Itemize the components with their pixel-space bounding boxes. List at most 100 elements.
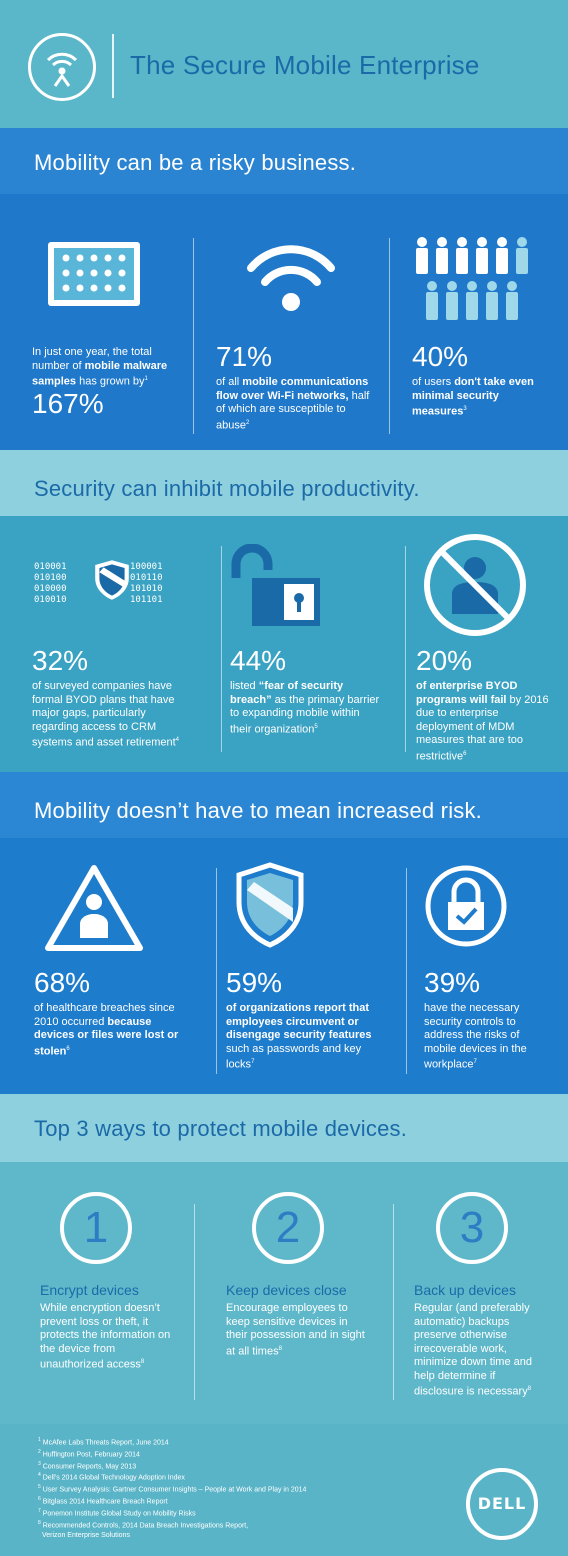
section-reduced-risk: Mobility doesn’t have to mean increased …: [0, 772, 568, 1094]
reference-text: Huffington Post, February 2014: [42, 1451, 140, 1459]
step-text: While encryption doesn’t prevent loss or…: [40, 1302, 180, 1372]
binary-text: 101010: [130, 584, 163, 594]
column-divider: [389, 238, 390, 434]
people-icon: [412, 236, 530, 329]
stat-value: 39%: [424, 967, 481, 998]
stat-text: In just one year, the total number of: [32, 346, 152, 372]
step-title: Back up devices: [414, 1282, 516, 1298]
binary-text: 010110: [130, 573, 163, 583]
binary-text: 010000: [34, 584, 67, 594]
column-divider: [405, 546, 406, 752]
stat-text: has grown by: [76, 375, 145, 388]
wifi-person-icon: [28, 33, 96, 101]
stat-value: 32%: [32, 645, 89, 676]
footnote-ref: 8: [278, 1345, 282, 1352]
reference-text: Recommended Controls, 2014 Data Breach I…: [42, 1522, 249, 1530]
reference-number: 3: [38, 1460, 41, 1467]
step-number-2: 2: [252, 1192, 324, 1264]
stat-text: of users: [412, 376, 455, 388]
stat-value: 20%: [416, 645, 473, 676]
footnote-ref: 8: [140, 1359, 145, 1365]
footnote-ref: 6: [463, 750, 467, 757]
stat-value: 59%: [226, 967, 283, 998]
stat-security-controls: 39% have the necessary security controls…: [424, 968, 554, 1072]
reference-text: Verizon Enterprise Solutions: [42, 1531, 130, 1539]
stat-wifi-traffic: 71% of all mobile communications flow ov…: [216, 342, 376, 433]
stat-value: 167%: [32, 388, 104, 420]
reference-item: 8 Recommended Controls, 2014 Data Breach…: [38, 1519, 306, 1531]
reference-item: 1 McAfee Labs Threats Report, June 2014: [38, 1436, 306, 1448]
column-divider: [216, 868, 217, 1074]
step-number-3: 3: [436, 1192, 508, 1264]
step-description: While encryption doesn’t prevent loss or…: [40, 1302, 171, 1371]
reference-text: User Survey Analysis: Gartner Consumer I…: [42, 1486, 307, 1494]
section-heading: Top 3 ways to protect mobile devices.: [34, 1116, 408, 1141]
footnote-ref: 7: [251, 1059, 255, 1065]
reference-text: Dell’s 2014 Global Technology Adoption I…: [42, 1474, 185, 1482]
step-title: Keep devices close: [226, 1282, 347, 1298]
stat-emphasis: mobile malware samples: [32, 359, 168, 388]
binary-text: 010010: [34, 595, 67, 605]
stat-value: 44%: [230, 645, 287, 676]
step-number-1: 1: [60, 1192, 132, 1264]
reference-number: 4: [38, 1472, 41, 1479]
reference-number: 8: [38, 1519, 41, 1526]
stat-text: as the primary barrier to expanding mobi…: [230, 693, 380, 736]
stat-emphasis: because devices or files were lost or st…: [34, 1015, 179, 1058]
footnote-ref: 8: [527, 1386, 532, 1392]
step-description: Regular (and preferably automatic) backu…: [414, 1302, 532, 1398]
binary-text: 010001: [34, 562, 67, 572]
stat-emphasis: of organizations report that employees c…: [226, 1002, 372, 1041]
footnote-ref: 4: [175, 737, 180, 743]
stat-emphasis: “fear of security breach”: [230, 680, 344, 706]
reference-text: Bitglass 2014 Healthcare Breach Report: [42, 1498, 168, 1506]
page-title: The Secure Mobile Enterprise: [130, 50, 480, 80]
stat-byod-gaps: 32% of surveyed companies have formal BY…: [32, 646, 182, 750]
stat-byod-fail: 20% of enterprise BYOD programs will fai…: [416, 646, 556, 764]
binary-text: 101101: [130, 595, 163, 605]
stat-emphasis: don't take even minimal security measure…: [412, 376, 534, 418]
stat-text: of surveyed companies have formal BYOD p…: [32, 680, 176, 749]
footnote-ref: 1: [144, 376, 148, 382]
wifi-icon: [245, 238, 337, 319]
header: The Secure Mobile Enterprise: [0, 0, 568, 128]
reference-number: 1: [38, 1437, 41, 1443]
stat-text: have the necessary security controls to …: [424, 1002, 527, 1071]
lock-check-icon: [424, 864, 508, 953]
stat-emphasis: of enterprise BYOD programs will fail: [416, 680, 518, 706]
reference-item: 4 Dell’s 2014 Global Technology Adoption…: [38, 1471, 306, 1483]
section-heading-bar: [0, 450, 568, 516]
reference-text: Consumer Reports, May 2013: [42, 1462, 137, 1470]
step-text: Encourage employees to keep sensitive de…: [226, 1302, 366, 1359]
stat-text: by 2016 due to enterprise deployment of …: [416, 693, 549, 763]
reference-number: 5: [38, 1484, 41, 1491]
stat-value: 71%: [216, 341, 273, 372]
column-divider: [193, 238, 194, 434]
reference-item: 3 Consumer Reports, May 2013: [38, 1460, 306, 1472]
shield-icon: [236, 862, 304, 953]
binary-shield-icon: 010001 010100 010000 010010 100001 01011…: [34, 548, 184, 620]
binary-text: 010100: [34, 573, 67, 583]
column-divider: [221, 546, 222, 752]
section-security-productivity: Security can inhibit mobile productivity…: [0, 450, 568, 772]
column-divider: [393, 1204, 394, 1400]
stat-malware-growth: In just one year, the total number of mo…: [32, 346, 182, 423]
footnote-ref: 6: [66, 1045, 70, 1052]
reference-item: 6 Bitglass 2014 Healthcare Breach Report: [38, 1495, 306, 1507]
reference-number: 7: [38, 1507, 41, 1514]
dell-logo: DELL: [466, 1468, 538, 1540]
reference-item: 7 Ponemon Institute Global Study on Mobi…: [38, 1507, 306, 1519]
step-text: Regular (and preferably automatic) backu…: [414, 1302, 544, 1399]
footnote-ref: 2: [245, 419, 250, 426]
stat-text: listed: [230, 680, 259, 692]
stat-healthcare-breaches: 68% of healthcare breaches since 2010 oc…: [34, 968, 194, 1059]
stat-no-security-measures: 40% of users don't take even minimal sec…: [412, 342, 552, 419]
section-heading-bar: [0, 772, 568, 838]
section-heading: Mobility doesn’t have to mean increased …: [34, 798, 482, 823]
footnote-ref: 3: [463, 406, 467, 412]
section-heading-bar: [0, 1094, 568, 1162]
open-padlock-icon: [230, 543, 322, 633]
stat-text: such as passwords and key locks: [226, 1042, 362, 1071]
footnote-ref: 7: [473, 1059, 477, 1065]
stat-text: of healthcare breaches since 2010 occurr…: [34, 1002, 175, 1028]
